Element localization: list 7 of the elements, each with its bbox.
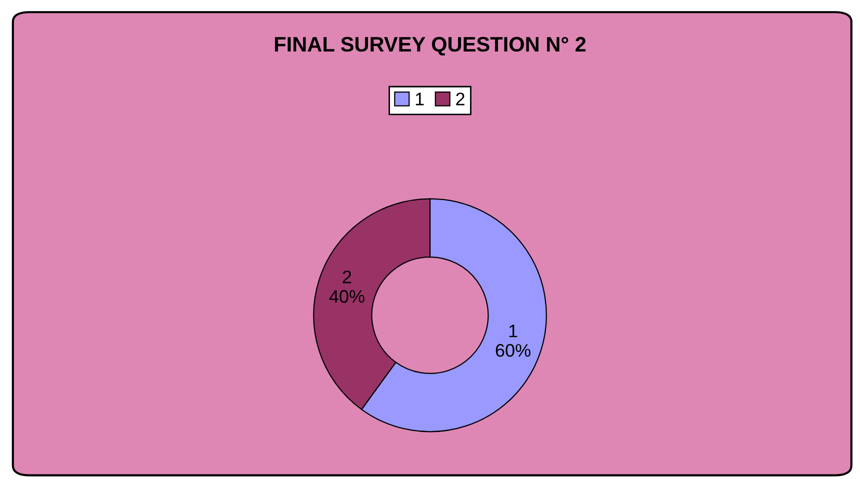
data-label: 40%	[329, 290, 364, 303]
legend-label: 1	[416, 92, 424, 106]
legend-label: 2	[456, 92, 464, 106]
slice-label: 1	[509, 324, 518, 338]
data-label: 60%	[496, 344, 530, 357]
chart-title: FINAL SURVEY QUESTION N° 2	[274, 36, 586, 56]
slice-label: 2	[342, 270, 352, 284]
